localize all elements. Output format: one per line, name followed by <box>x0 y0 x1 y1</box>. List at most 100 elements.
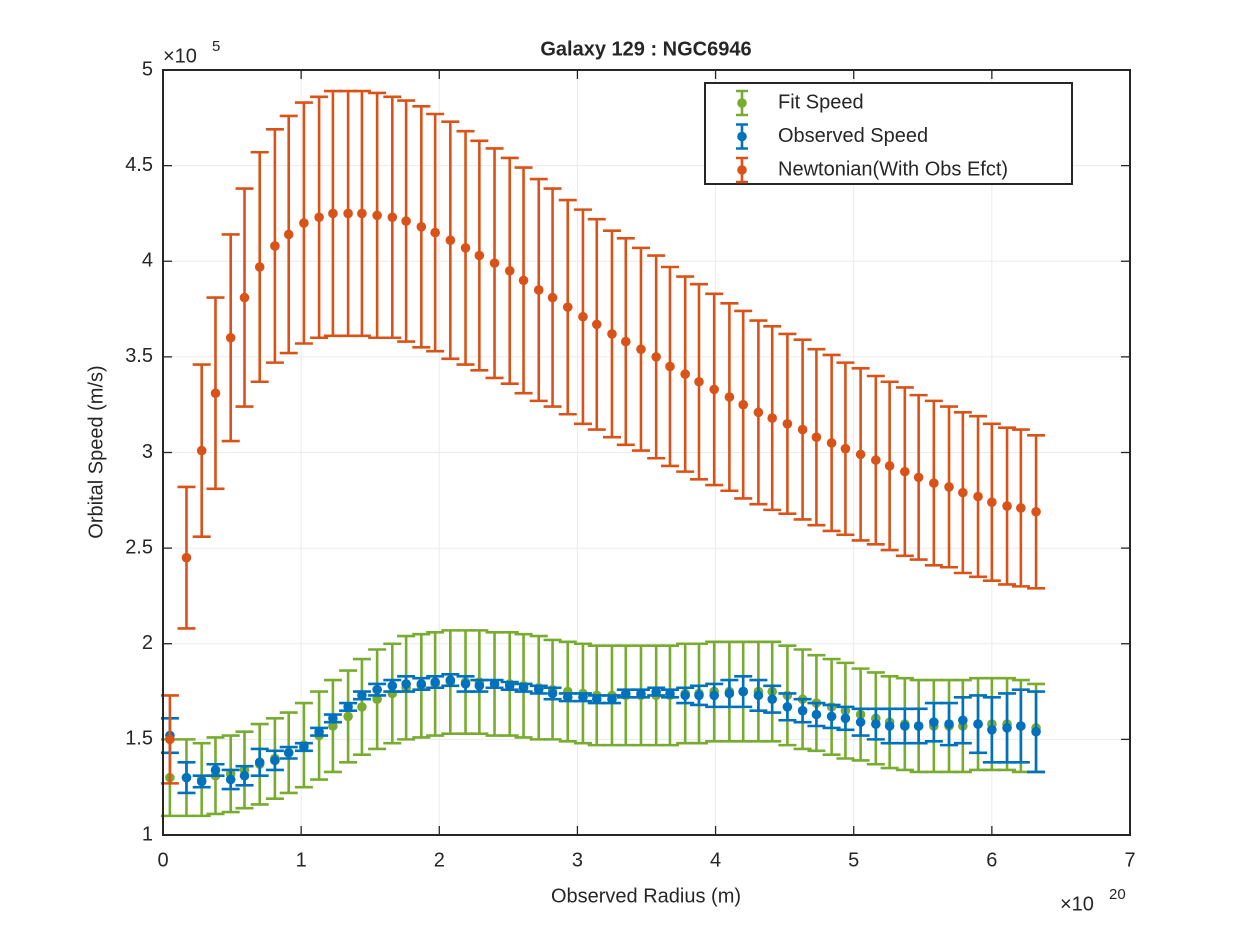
data-point <box>607 694 617 705</box>
data-point <box>210 388 221 399</box>
legend-label: Newtonian(With Obs Efct) <box>778 158 1008 180</box>
data-point <box>929 717 939 727</box>
data-point <box>357 208 367 219</box>
legend-marker <box>737 131 747 142</box>
data-point <box>578 311 588 322</box>
data-point <box>636 688 646 699</box>
data-point <box>973 491 983 502</box>
data-point <box>504 266 515 276</box>
data-point <box>680 369 690 379</box>
data-point <box>1002 501 1012 511</box>
data-point <box>958 715 968 726</box>
data-point <box>607 329 617 339</box>
data-point <box>782 702 793 712</box>
data-point <box>165 734 175 745</box>
y-axis-label: Orbital Speed (m/s) <box>85 365 107 538</box>
series <box>160 673 1046 795</box>
data-point <box>460 243 471 253</box>
data-point <box>753 690 764 701</box>
data-point <box>1016 503 1026 513</box>
legend-box <box>704 82 1073 185</box>
data-point <box>738 686 748 697</box>
data-point <box>270 755 280 766</box>
data-point <box>533 285 544 295</box>
data-point <box>430 227 440 238</box>
data-point <box>636 344 646 355</box>
data-point <box>709 384 719 395</box>
data-point <box>944 482 954 492</box>
y-tick-label: 2.5 <box>125 536 153 558</box>
data-point <box>196 776 207 787</box>
data-point <box>1002 723 1012 733</box>
data-point <box>855 449 866 460</box>
data-point <box>562 692 573 703</box>
x-multiplier-exponent: 20 <box>1109 886 1126 903</box>
data-point <box>591 694 602 705</box>
y-tick-label: 1.5 <box>125 728 153 750</box>
data-point <box>372 694 382 705</box>
data-point <box>811 709 822 720</box>
data-point <box>372 684 382 695</box>
data-point <box>401 679 411 689</box>
data-point <box>871 719 881 729</box>
x-tick-label: 0 <box>157 849 168 871</box>
data-point <box>987 497 997 508</box>
data-point <box>680 690 690 701</box>
data-point <box>1031 726 1041 737</box>
data-point <box>445 235 456 246</box>
data-point <box>900 721 910 731</box>
data-point <box>518 275 529 286</box>
data-point <box>299 218 309 228</box>
data-point <box>489 258 500 268</box>
data-point <box>283 747 294 758</box>
data-point <box>724 392 735 402</box>
data-point <box>430 677 440 687</box>
data-point <box>578 692 588 703</box>
x-tick-label: 4 <box>710 849 721 871</box>
data-point <box>328 713 338 724</box>
y-tick-label: 3 <box>142 441 153 463</box>
data-point <box>460 679 471 689</box>
axes-box <box>162 69 1131 836</box>
data-point <box>239 770 250 781</box>
data-point <box>724 688 735 699</box>
data-point <box>547 292 558 303</box>
data-point <box>973 719 983 729</box>
data-point <box>328 721 338 731</box>
y-tick-label: 3.5 <box>125 345 153 367</box>
chart-title: Galaxy 129 : NGC6946 <box>540 38 751 60</box>
data-point <box>884 721 895 731</box>
data-point <box>958 487 968 498</box>
data-point <box>181 772 192 783</box>
data-point <box>913 721 924 731</box>
data-point <box>299 742 309 752</box>
data-point <box>840 443 851 454</box>
data-point <box>665 688 675 699</box>
data-point <box>357 702 367 712</box>
data-point <box>620 688 631 699</box>
data-point <box>694 376 704 387</box>
data-point <box>314 212 324 223</box>
data-point <box>709 690 719 701</box>
data-point <box>900 466 910 477</box>
data-point <box>944 719 954 729</box>
data-point <box>239 292 250 303</box>
data-point <box>343 702 353 712</box>
data-point <box>562 302 573 312</box>
data-point <box>270 241 280 251</box>
y-tick-label: 1 <box>142 823 153 845</box>
data-point <box>314 726 324 737</box>
data-point <box>651 352 661 362</box>
data-point <box>328 208 338 219</box>
data-point <box>855 717 866 727</box>
data-point <box>357 690 367 701</box>
data-point <box>987 725 997 735</box>
data-point <box>474 250 485 261</box>
data-point <box>489 679 500 689</box>
data-point <box>826 438 837 448</box>
data-point <box>797 424 808 435</box>
y-tick-label: 4 <box>142 250 153 272</box>
data-point <box>533 684 544 695</box>
data-point <box>738 399 748 410</box>
